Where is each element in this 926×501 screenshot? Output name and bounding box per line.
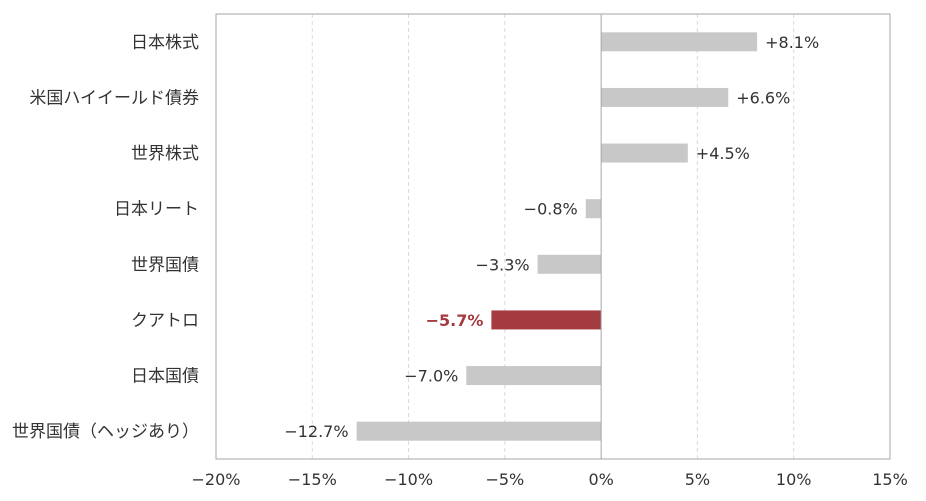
x-tick-label: −15%	[288, 470, 337, 489]
x-tick-label: 5%	[685, 470, 710, 489]
category-label: 日本リート	[114, 200, 199, 220]
value-label: −0.8%	[524, 200, 578, 219]
bar	[585, 199, 602, 219]
x-tick-label: −20%	[192, 470, 241, 489]
category-label: 日本株式	[131, 33, 199, 53]
bar	[601, 87, 729, 107]
x-tick-label: −10%	[384, 470, 433, 489]
value-label: +6.6%	[736, 88, 790, 107]
category-label: 世界国債（ヘッジあり）	[12, 422, 199, 442]
axis-layer: −20% −15% −10% −5% 0% 5% 10% 15%	[192, 13, 908, 489]
category-label: 米国ハイイールド債券	[29, 88, 199, 108]
bar	[537, 254, 602, 274]
x-tick-label: 0%	[588, 470, 613, 489]
bar-layer	[356, 32, 758, 441]
x-tick-label: −5%	[485, 470, 524, 489]
category-label: 世界国債	[131, 255, 199, 275]
category-label: クアトロ	[131, 311, 199, 331]
value-label: +4.5%	[696, 144, 750, 163]
bar	[491, 310, 602, 330]
grid-layer	[311, 14, 795, 459]
plot-frame	[215, 13, 891, 460]
bar	[601, 32, 758, 52]
bar	[466, 366, 602, 386]
value-label: −3.3%	[476, 255, 530, 274]
x-tick-label: 15%	[872, 470, 908, 489]
value-label: −12.7%	[284, 422, 348, 441]
label-layer: 日本株式 +8.1% 米国ハイイールド債券 +6.6% 世界株式 +4.5% 日本リート −0…	[12, 33, 819, 442]
bar	[601, 143, 688, 163]
category-label: 日本国債	[131, 367, 199, 387]
bar	[356, 421, 602, 441]
value-label: +8.1%	[765, 33, 819, 52]
value-label: −7.0%	[404, 367, 458, 386]
x-tick-label: 10%	[776, 470, 812, 489]
category-label: 世界株式	[131, 144, 199, 164]
value-label: −5.7%	[426, 311, 484, 330]
